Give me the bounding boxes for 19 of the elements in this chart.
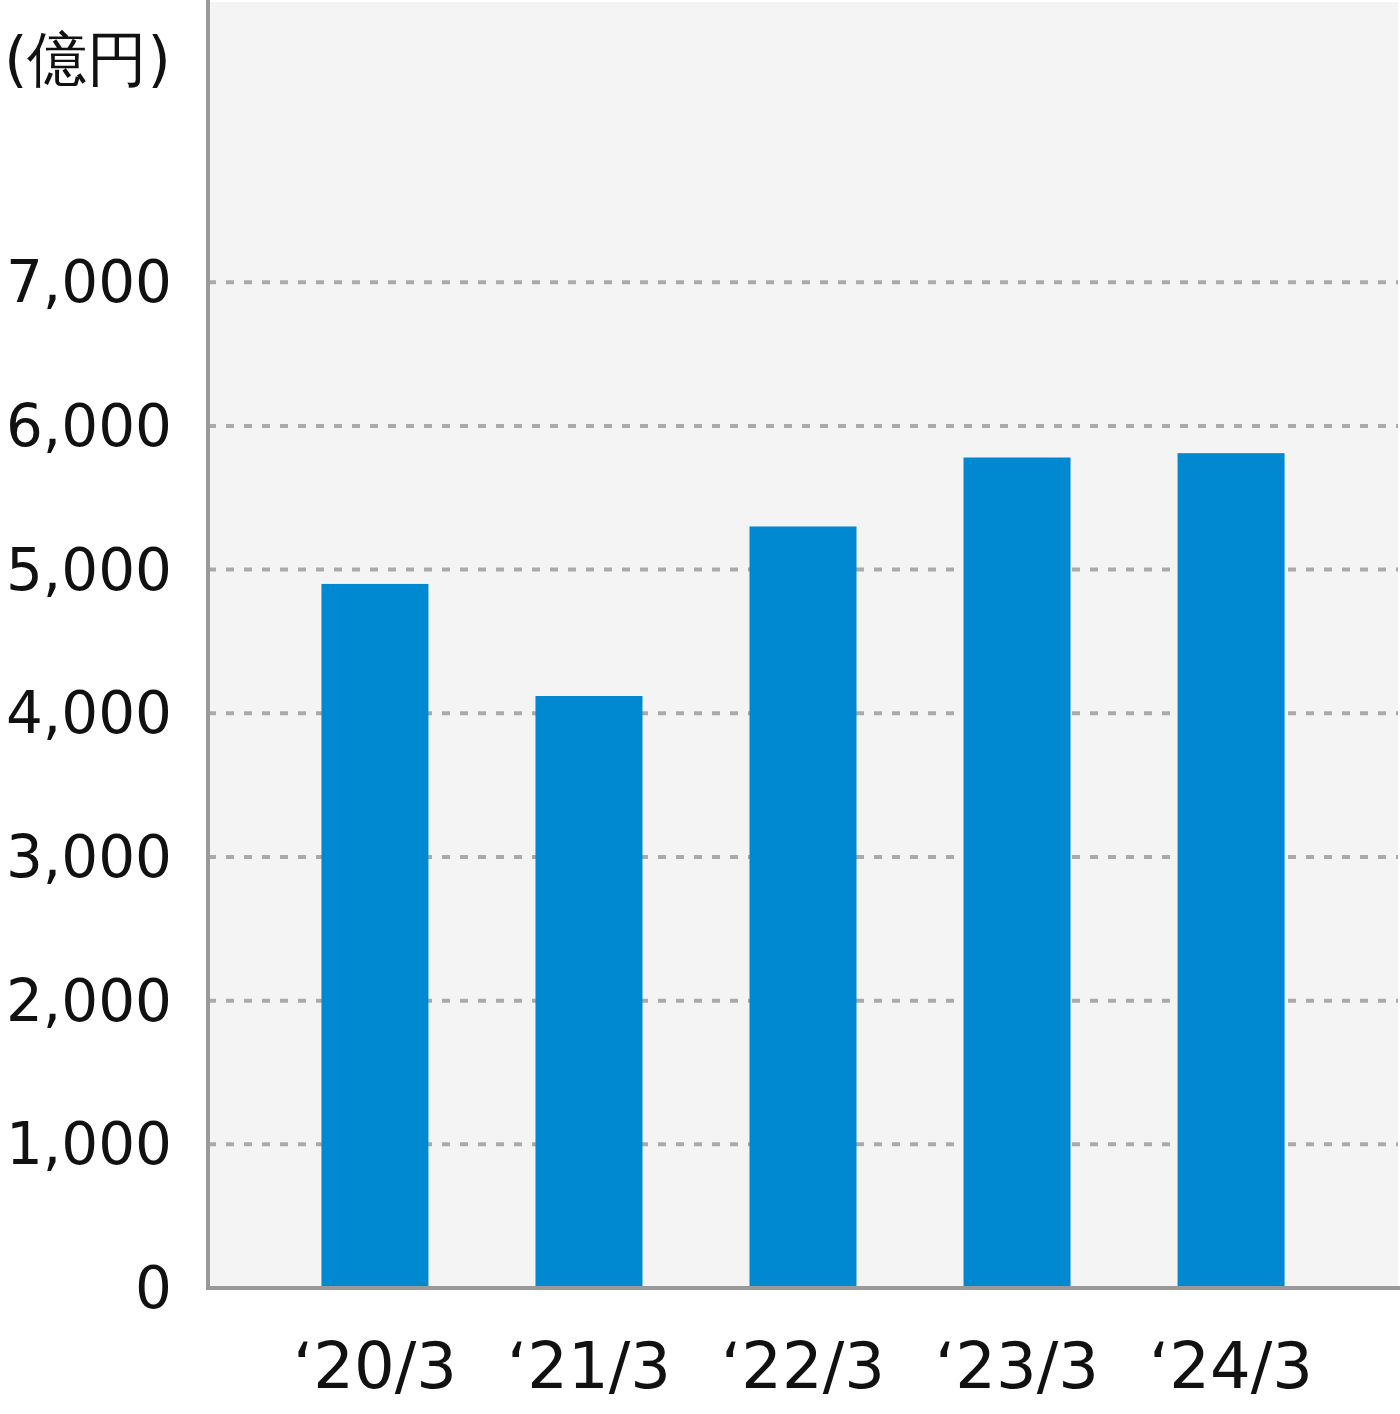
bar: [535, 696, 643, 1288]
x-tick-label: ‘24/3: [1149, 1329, 1314, 1403]
y-tick-label: 1,000: [5, 1110, 172, 1179]
y-tick-label: 4,000: [5, 679, 172, 748]
bar: [1177, 453, 1285, 1288]
bar: [963, 457, 1071, 1288]
x-tick-label: ‘23/3: [935, 1329, 1100, 1403]
x-tick-label: ‘21/3: [506, 1329, 671, 1403]
y-tick-label: 0: [135, 1254, 172, 1322]
y-tick-label: 7,000: [5, 248, 172, 317]
y-axis-title: (億円): [4, 24, 171, 94]
bar: [321, 583, 429, 1288]
bar: [749, 526, 857, 1288]
x-tick-label: ‘22/3: [720, 1329, 886, 1403]
y-tick-label: 2,000: [5, 966, 172, 1035]
x-tick-label: ‘20/3: [292, 1329, 457, 1403]
y-tick-label: 3,000: [5, 822, 172, 891]
y-tick-label: 6,000: [5, 391, 172, 460]
y-tick-label: 5,000: [5, 535, 172, 604]
